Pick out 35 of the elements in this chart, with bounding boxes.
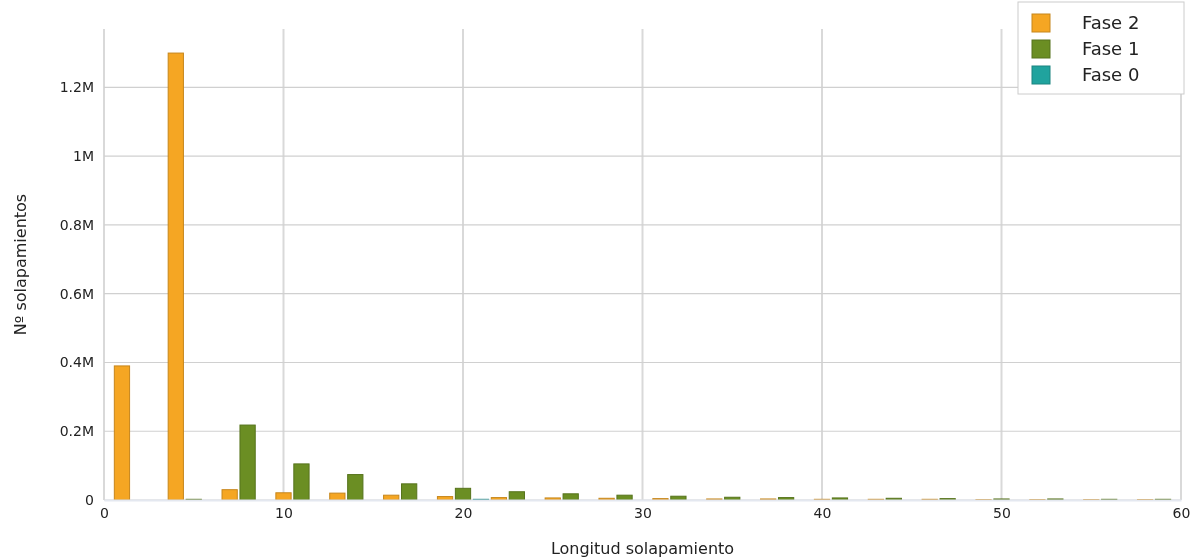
bar: [275, 492, 292, 501]
bar: [544, 497, 561, 501]
bar: [221, 489, 238, 501]
bar: [239, 424, 256, 501]
y-tick-label: 1M: [73, 148, 94, 165]
legend-label: Fase 0: [1082, 64, 1140, 85]
y-axis-title: Nº solapamientos: [11, 193, 30, 336]
bar: [831, 497, 849, 501]
bar: [113, 365, 131, 501]
legend-label: Fase 1: [1082, 38, 1140, 59]
x-tick-label: 30: [634, 504, 652, 521]
bar: [454, 487, 472, 501]
y-tick-label: 0.6M: [59, 285, 94, 302]
x-tick-label: 20: [454, 504, 473, 521]
y-tick-label: 0: [85, 491, 94, 508]
x-tick-label: 40: [813, 504, 832, 521]
bar: [562, 493, 579, 501]
y-tick-label: 0.2M: [59, 423, 94, 440]
y-tick-label: 0.8M: [59, 216, 94, 233]
x-tick-label: 60: [1172, 504, 1191, 521]
bar: [329, 492, 346, 501]
bar: [293, 463, 310, 501]
bar: [616, 494, 633, 501]
bar: [508, 491, 525, 501]
x-tick-label: 50: [993, 504, 1011, 521]
bar: [347, 474, 364, 501]
x-tick-label: 0: [100, 504, 109, 521]
x-tick-label: 10: [275, 504, 293, 521]
y-tick-label: 0.4M: [59, 354, 94, 371]
y-tick-label: 1.2M: [59, 79, 94, 96]
x-axis-title: Longitud solapamiento: [550, 539, 735, 558]
bar: [401, 483, 418, 501]
legend-label: Fase 2: [1082, 12, 1140, 33]
bar: [436, 496, 454, 501]
bar: [167, 52, 184, 501]
